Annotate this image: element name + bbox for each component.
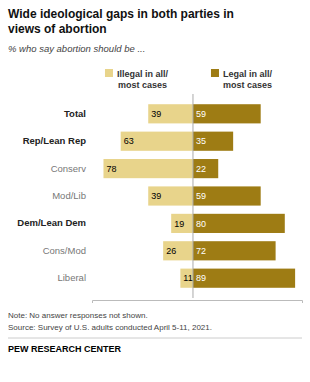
title: Wide ideological gaps in both parties in…	[8, 7, 234, 36]
tick: Cons/Mod	[43, 245, 86, 256]
tick-label: Total	[64, 108, 86, 119]
bar	[148, 186, 193, 205]
legend-swatch	[211, 69, 219, 77]
tick: Conserv	[51, 163, 87, 174]
center-line	[192, 94, 193, 298]
tick: Dem/Lean Dem	[17, 217, 86, 228]
tick-label: Conserv	[51, 163, 87, 174]
bar	[193, 269, 295, 288]
annotation: Note: No answer responses not shown.	[8, 311, 148, 320]
bar	[193, 159, 218, 178]
bar	[163, 241, 193, 260]
data-label: 59	[196, 109, 206, 119]
data-label: 63	[124, 136, 134, 146]
legend-swatch	[105, 69, 113, 77]
bar	[193, 104, 261, 123]
bar	[193, 241, 276, 260]
legend-entry: Legal in all/most cases	[223, 69, 273, 90]
bar	[121, 132, 193, 151]
bar	[171, 214, 193, 233]
data-label: 80	[196, 219, 206, 229]
data-label: 39	[151, 191, 161, 201]
tick: Rep/Lean Rep	[23, 135, 87, 146]
tick: Liberal	[57, 272, 86, 283]
data-label: 78	[106, 164, 116, 174]
tick-label: Rep/Lean Rep	[23, 135, 87, 146]
y-axis: Total Rep/Lean Rep Conserv Mod/Lib Dem/Lean …	[17, 108, 86, 283]
annotation: PEW RESEARCH CENTER	[8, 344, 122, 354]
bar	[180, 269, 193, 288]
tick-label: Dem/Lean Dem	[17, 217, 86, 228]
x-axis-line	[93, 301, 303, 304]
tick: Mod/Lib	[52, 190, 86, 201]
bar	[193, 132, 233, 151]
legend-entry: Illegal in all/most cases	[117, 69, 169, 90]
data-label: 72	[196, 246, 206, 256]
annotation: Source: Survey of U.S. adults conducted …	[8, 323, 212, 332]
rule	[8, 338, 302, 339]
tick-label: Cons/Mod	[43, 245, 86, 256]
data-label: 59	[196, 191, 206, 201]
chart: Wide ideological gaps in both parties in…	[0, 0, 310, 382]
bar	[193, 186, 261, 205]
data-label: 35	[196, 136, 206, 146]
data-label: 39	[151, 109, 161, 119]
legend: Illegal in all/most cases Legal in all/mo…	[105, 69, 273, 90]
subtitle: % who say abortion should be ...	[8, 43, 145, 54]
bar	[103, 159, 193, 178]
data-label: 22	[196, 164, 206, 174]
data-label: 89	[196, 273, 206, 283]
tick: Total	[64, 108, 86, 119]
data-label: 26	[166, 246, 176, 256]
data-labels: 39 63 78 39 19 26 11 59 35 22 59 80 72 89	[106, 109, 206, 283]
tick-label: Liberal	[57, 272, 86, 283]
tick-label: Mod/Lib	[52, 190, 86, 201]
data-label: 11	[183, 273, 192, 283]
bar	[148, 104, 193, 123]
data-label: 19	[174, 219, 184, 229]
x-axis	[93, 301, 303, 304]
bar	[193, 214, 285, 233]
bars	[103, 104, 295, 288]
